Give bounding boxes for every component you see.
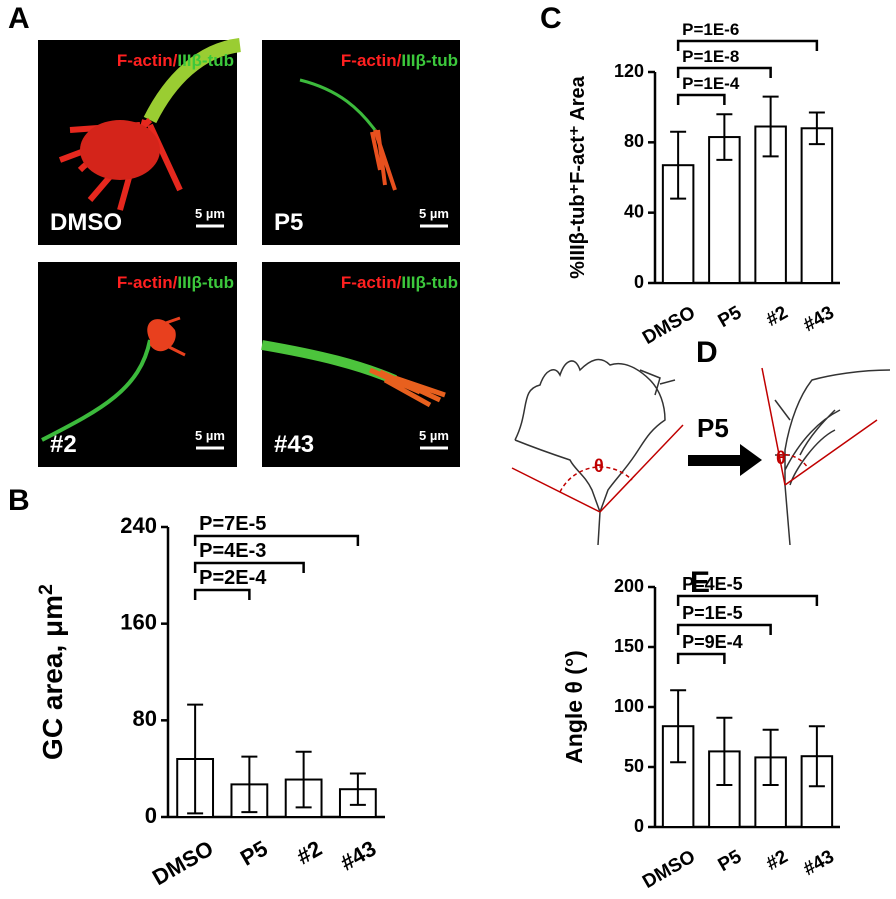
y-tick-label: 40 xyxy=(624,201,644,221)
stain-label: F-actin/IIIβ-tub xyxy=(117,51,234,70)
stain-red: F-actin/ xyxy=(341,51,402,70)
bar xyxy=(800,127,834,284)
x-tick-label: P5 xyxy=(715,302,746,332)
significance-label: P=1E-6 xyxy=(682,20,739,39)
micrograph xyxy=(38,38,242,245)
x-tick-label: P5 xyxy=(715,846,746,876)
diagram xyxy=(514,358,891,546)
x-tick-label: DMSO xyxy=(148,836,218,891)
x-tick-label: #43 xyxy=(800,846,838,880)
x-tick-label: #2 xyxy=(763,846,792,875)
stain-green: IIIβ-tub xyxy=(401,51,458,70)
y-axis-label: Angle θ (°) xyxy=(561,650,587,764)
y-tick-label: 120 xyxy=(614,61,644,81)
scale-label: 5 µm xyxy=(195,428,225,443)
y-axis-label: GC area, μm2 xyxy=(35,584,68,760)
x-tick-label: #43 xyxy=(336,836,380,876)
x-tick-label: #2 xyxy=(763,302,792,331)
significance-bracket xyxy=(193,561,305,573)
significance-label: P=7E-5 xyxy=(199,513,266,535)
panel-label: E xyxy=(690,566,710,599)
micrograph xyxy=(262,40,460,245)
y-tick-label: 80 xyxy=(624,131,644,151)
y-tick-label: 80 xyxy=(133,706,157,731)
x-tick-label: P5 xyxy=(236,836,272,871)
stain-red: F-actin/ xyxy=(117,273,178,292)
condition-label: #43 xyxy=(274,431,314,458)
stain-green: IIIβ-tub xyxy=(177,51,234,70)
y-tick-label: 50 xyxy=(624,756,644,776)
significance-label: P=1E-4 xyxy=(682,74,740,93)
panel-label: B xyxy=(8,484,30,517)
x-tick-label: #43 xyxy=(800,302,838,336)
y-tick-label: 150 xyxy=(614,636,644,656)
condition-label: DMSO xyxy=(50,209,122,236)
stain-green: IIIβ-tub xyxy=(177,273,234,292)
y-tick-label: 100 xyxy=(614,696,644,716)
arrow xyxy=(688,444,762,476)
condition-label: P5 xyxy=(274,209,303,236)
scale-label: 5 µm xyxy=(419,428,449,443)
panel-label: A xyxy=(8,2,30,35)
x-tick-label: DMSO xyxy=(639,846,699,893)
significance-bracket xyxy=(676,93,726,105)
stain-label: F-actin/IIIβ-tub xyxy=(341,51,458,70)
significance-label: P=1E-5 xyxy=(682,603,743,623)
stain-red: F-actin/ xyxy=(117,51,178,70)
y-label-text: %IIIβ-tub⁺F-act⁺ Area xyxy=(567,75,589,278)
significance-label: P=2E-4 xyxy=(199,567,267,589)
scale-label: 5 µm xyxy=(419,206,449,221)
panel-label: C xyxy=(540,2,562,35)
significance-bracket xyxy=(676,652,726,664)
significance-label: P=1E-8 xyxy=(682,47,739,66)
y-label-text: Angle θ (°) xyxy=(561,650,587,764)
stain-label: F-actin/IIIβ-tub xyxy=(341,273,458,292)
micrograph xyxy=(38,262,237,467)
angle-lines xyxy=(511,367,878,513)
x-tick-label: #2 xyxy=(292,836,326,870)
stain-label: F-actin/IIIβ-tub xyxy=(117,273,234,292)
condition-label: #2 xyxy=(50,431,77,458)
treatment-label: P5 xyxy=(697,413,729,443)
angle-symbol: θ xyxy=(594,456,604,476)
y-tick-label: 0 xyxy=(145,803,157,828)
x-tick-label: DMSO xyxy=(639,302,699,349)
stain-red: F-actin/ xyxy=(341,273,402,292)
y-axis-label: %IIIβ-tub⁺F-act⁺ Area xyxy=(567,75,589,278)
stain-green: IIIβ-tub xyxy=(401,273,458,292)
y-tick-label: 240 xyxy=(120,513,157,538)
significance-bracket xyxy=(676,623,772,635)
significance-bracket xyxy=(676,39,819,51)
y-tick-label: 0 xyxy=(634,272,644,292)
significance-bracket xyxy=(193,534,360,546)
y-tick-label: 160 xyxy=(120,609,157,634)
y-label-superscript: 2 xyxy=(35,584,57,595)
significance-label: P=4E-3 xyxy=(199,540,266,562)
micrograph xyxy=(261,262,460,467)
y-tick-label: 200 xyxy=(614,576,644,596)
y-label-text: GC area, μm xyxy=(37,595,68,760)
significance-bracket xyxy=(193,588,251,600)
significance-label: P=4E-5 xyxy=(682,574,743,594)
angle-symbol: θ xyxy=(776,448,786,468)
significance-bracket xyxy=(676,594,819,606)
significance-bracket xyxy=(676,66,772,78)
panel-label: D xyxy=(696,336,718,369)
scale-label: 5 µm xyxy=(195,206,225,221)
y-tick-label: 0 xyxy=(634,816,644,836)
significance-label: P=9E-4 xyxy=(682,632,743,652)
